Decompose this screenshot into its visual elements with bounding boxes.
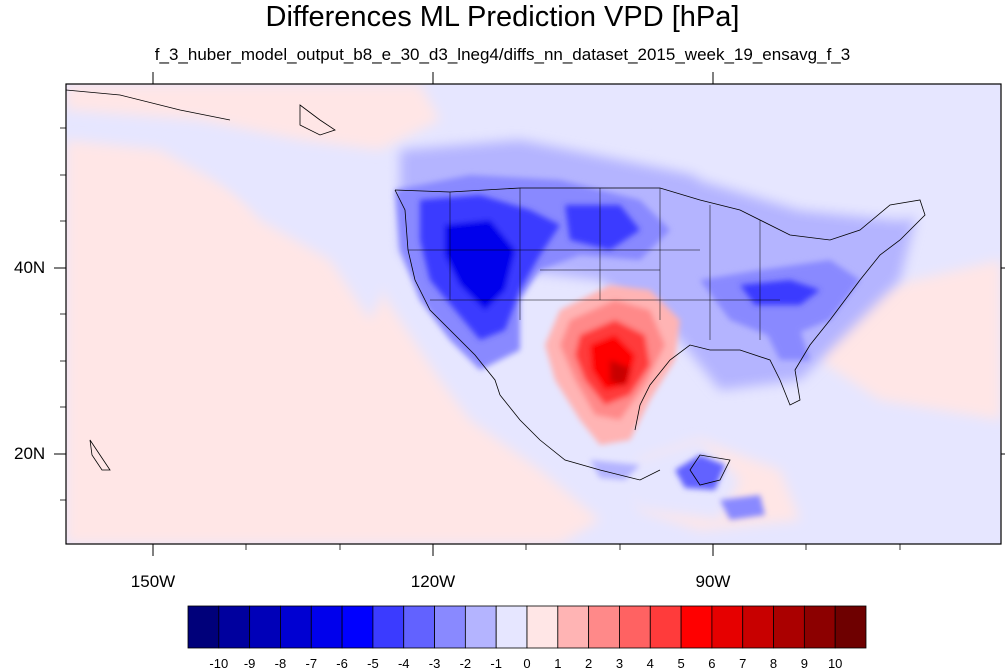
- coastlines: [66, 89, 926, 486]
- colorbar-tick-label: 1: [554, 656, 562, 671]
- colorbar-tick-label: 10: [827, 656, 843, 671]
- colorbar-swatch: [711, 605, 744, 649]
- colorbar-swatch: [403, 605, 435, 649]
- colorbar-tick-label: -8: [274, 656, 287, 671]
- colorbar-tick-label: 5: [677, 656, 685, 671]
- colorbar-swatch: [526, 605, 559, 649]
- colorbar-swatch: [218, 605, 251, 649]
- colorbar-swatch: [773, 605, 805, 649]
- colorbar-swatch: [619, 605, 651, 649]
- lat-label-40n: 40N: [14, 258, 46, 277]
- colorbar-tick-label: -3: [428, 656, 441, 671]
- colorbar-swatch: [372, 605, 405, 649]
- colorbar-swatch: [249, 605, 281, 649]
- colorbar-tick-label: 6: [708, 656, 716, 671]
- colorbar-tick-label: -10: [209, 656, 229, 671]
- colorbar-tick-label: -4: [397, 656, 410, 671]
- state-borders: [408, 188, 780, 340]
- heatmap-field: [66, 84, 1001, 544]
- colorbar-swatch: [557, 605, 590, 649]
- colorbar-swatch: [742, 605, 774, 649]
- colorbar-tick-label: 3: [615, 656, 624, 671]
- colorbar-swatch: [464, 605, 497, 649]
- colorbar: [187, 605, 867, 649]
- colorbar-swatch: [803, 605, 836, 649]
- colorbar-swatch: [588, 605, 620, 649]
- axis-ticks: [54, 72, 1005, 556]
- map-subtitle: f_3_huber_model_output_b8_e_30_d3_lneg4/…: [154, 45, 851, 64]
- colorbar-tick-label: 8: [769, 656, 778, 671]
- colorbar-tick-label: 2: [585, 656, 593, 671]
- colorbar-swatch: [280, 605, 312, 649]
- map-title: Differences ML Prediction VPD [hPa]: [265, 1, 740, 33]
- colorbar-swatch: [341, 605, 374, 649]
- colorbar-swatch: [187, 605, 220, 649]
- colorbar-tick-label: -9: [243, 656, 256, 671]
- colorbar-swatch: [434, 605, 466, 649]
- colorbar-tick-label: -7: [305, 656, 318, 671]
- lon-label-150w: 150W: [130, 572, 176, 591]
- positive-strong-regions: [545, 285, 680, 445]
- colorbar-swatch: [649, 605, 682, 649]
- axis-minor-ticks: [60, 127, 901, 550]
- lat-label-20n: 20N: [14, 444, 46, 463]
- colorbar-tick-label: 9: [800, 656, 808, 671]
- colorbar-tick-label: -6: [336, 656, 348, 671]
- negative-strong-regions: [420, 195, 820, 340]
- colorbar-tick-label: 4: [646, 656, 654, 671]
- colorbar-swatch: [834, 605, 867, 649]
- lon-label-120w: 120W: [410, 572, 456, 591]
- colorbar-tick-label: -2: [459, 656, 472, 671]
- colorbar-tick-label: -5: [367, 656, 379, 671]
- colorbar-swatch: [680, 605, 713, 649]
- lon-label-90w: 90W: [695, 572, 731, 591]
- colorbar-swatch: [495, 605, 528, 649]
- colorbar-tick-label: 0: [523, 656, 531, 671]
- colorbar-swatch: [310, 605, 343, 649]
- colorbar-tick-label: -1: [490, 656, 502, 671]
- colorbar-tick-label: 7: [739, 656, 747, 671]
